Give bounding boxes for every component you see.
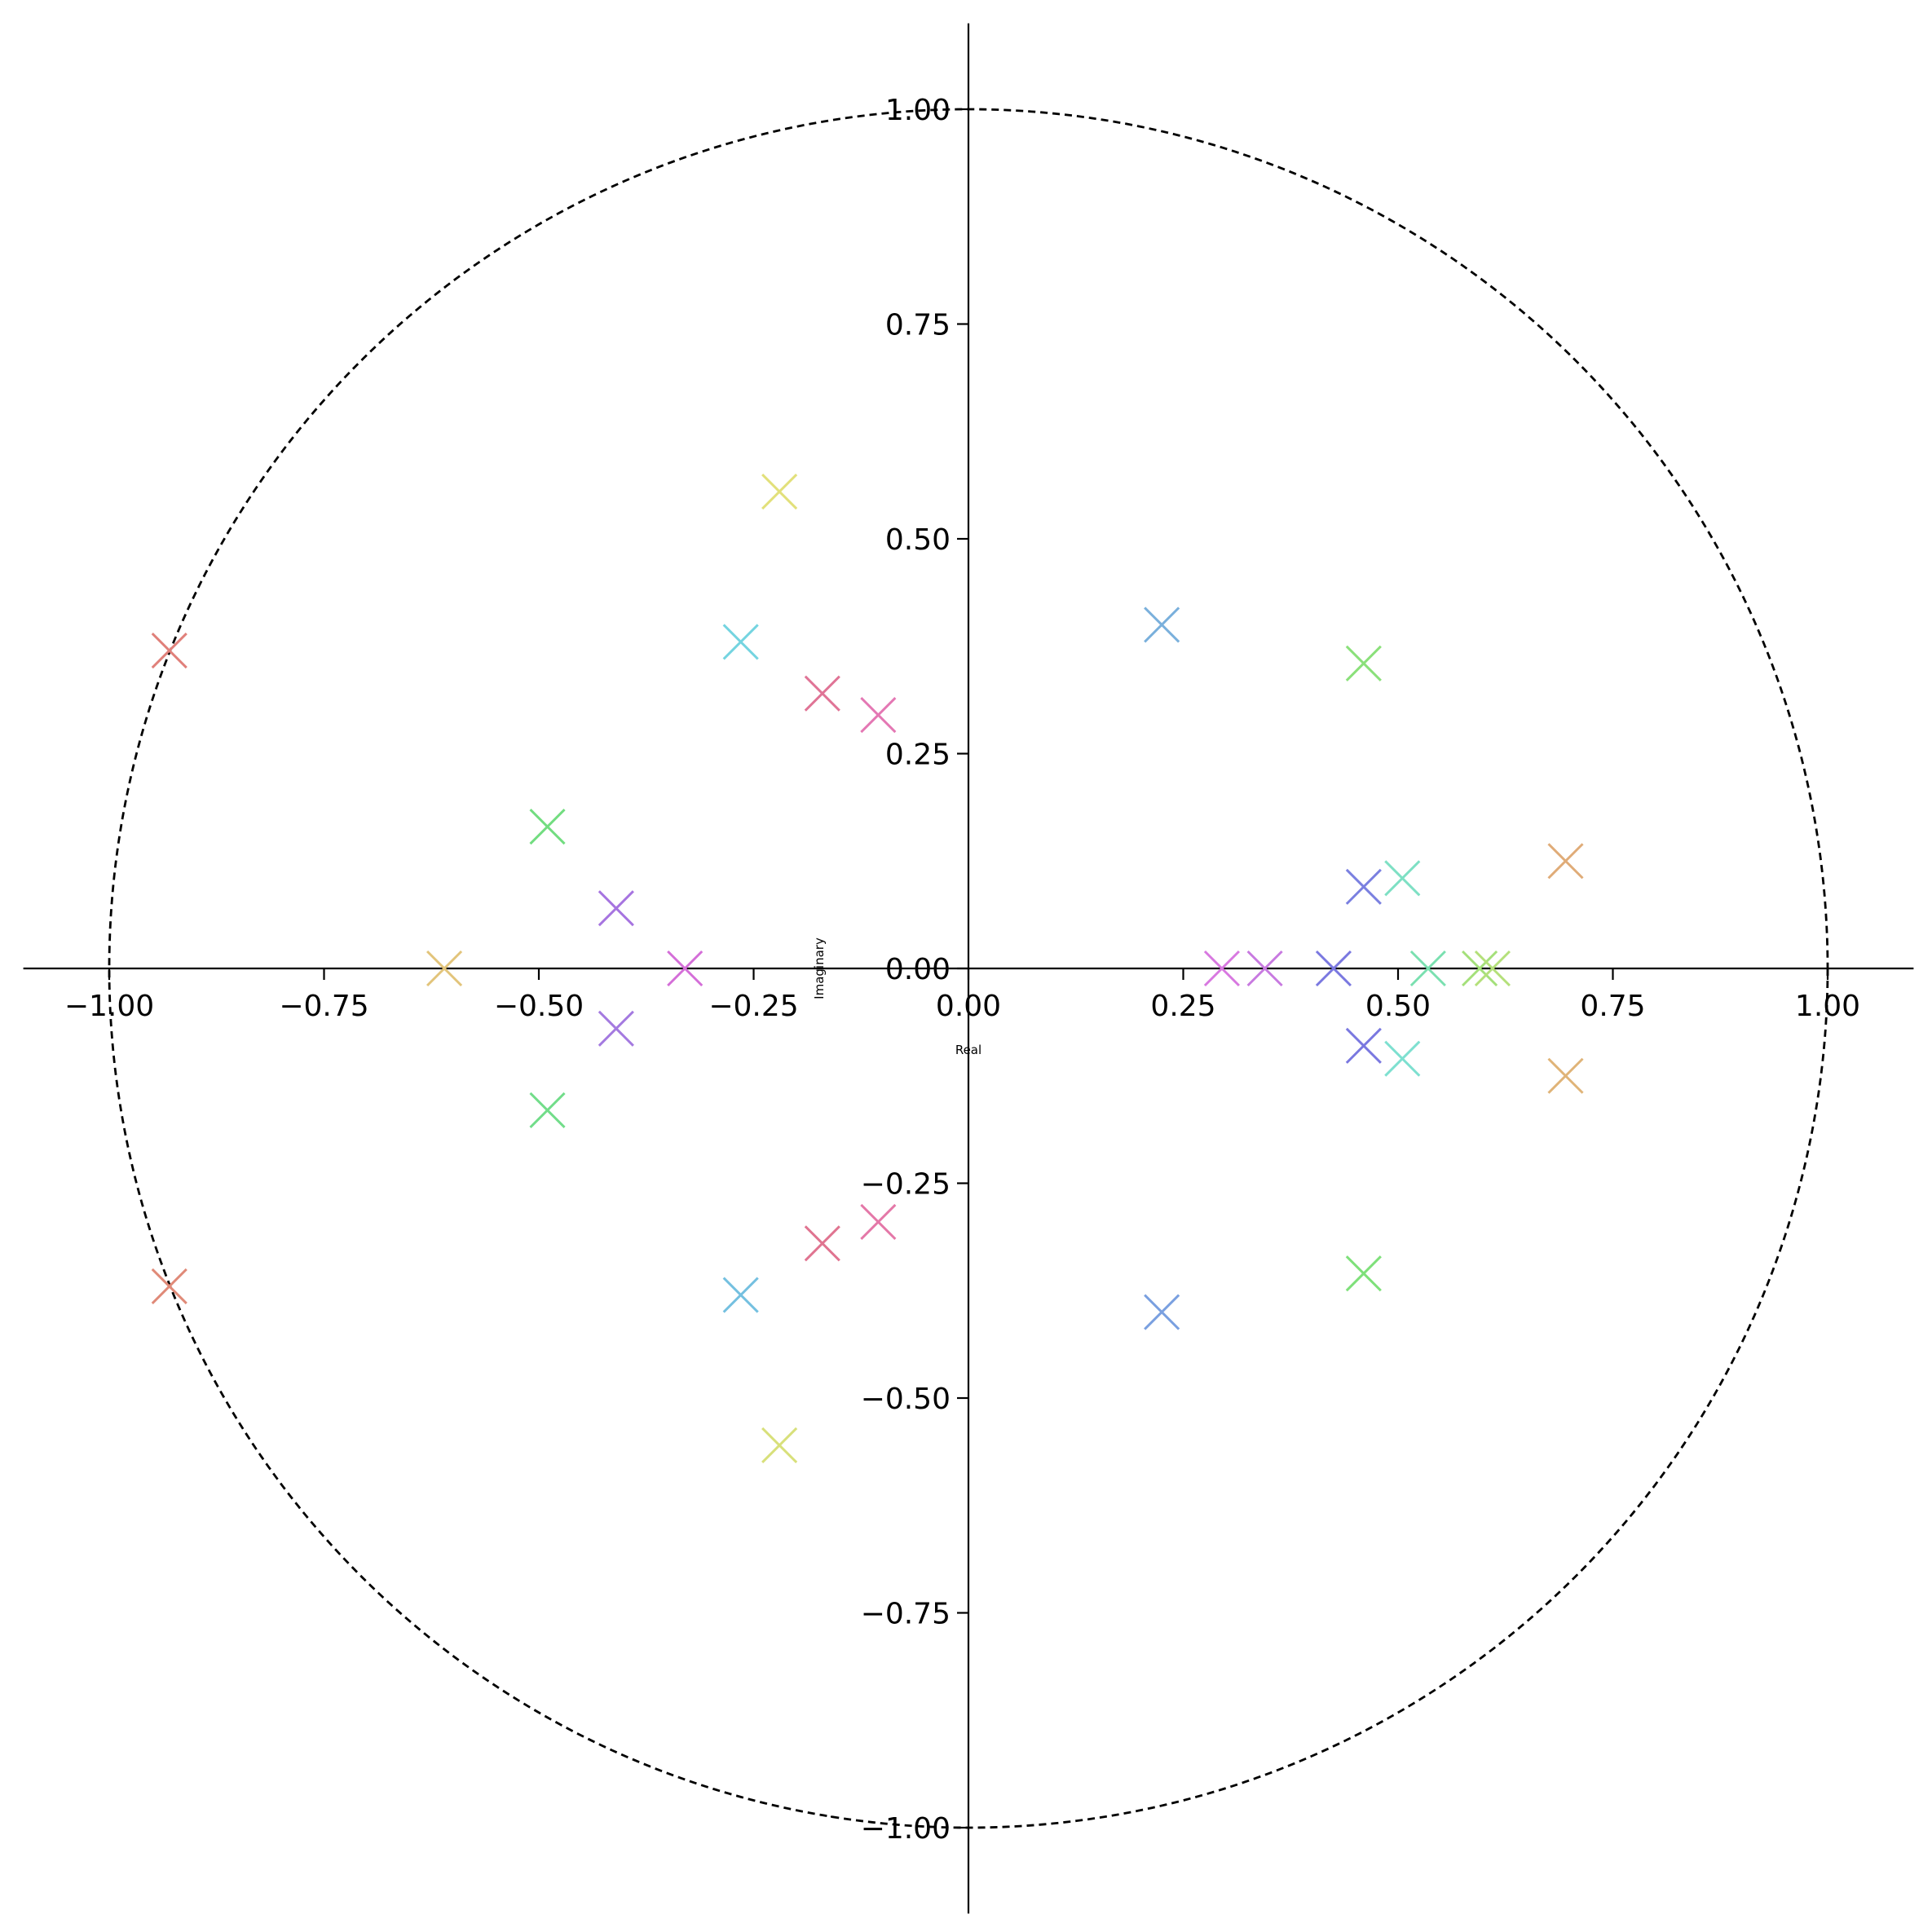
pole-marker-stroke bbox=[1384, 860, 1421, 897]
pole-marker bbox=[598, 890, 634, 927]
pole-marker bbox=[1144, 607, 1180, 643]
pole-marker-stroke bbox=[860, 1203, 897, 1240]
pole-marker-stroke bbox=[426, 950, 463, 987]
pole-marker-stroke bbox=[1144, 1294, 1180, 1330]
y-tick-label: 0.50 bbox=[885, 523, 951, 557]
pole-marker bbox=[1384, 1040, 1421, 1077]
pole-marker bbox=[1144, 1294, 1180, 1330]
pole-marker bbox=[804, 675, 840, 712]
y-tick-label: 0.75 bbox=[885, 309, 951, 342]
pole-marker-stroke bbox=[1547, 843, 1584, 880]
x-tick-label: 0.50 bbox=[1365, 990, 1431, 1023]
y-tick-label: −0.50 bbox=[861, 1383, 951, 1416]
y-tick-label: 0.25 bbox=[885, 739, 951, 772]
x-tick-label: −0.25 bbox=[708, 990, 798, 1023]
pole-marker-stroke bbox=[529, 809, 566, 845]
pole-marker bbox=[529, 809, 566, 845]
pole-marker-stroke bbox=[1474, 950, 1511, 987]
pole-marker bbox=[1345, 1027, 1382, 1064]
pole-marker bbox=[1203, 950, 1240, 987]
x-tick-label: −0.50 bbox=[494, 990, 584, 1023]
pole-marker-stroke bbox=[1315, 950, 1352, 987]
y-tick-label: −0.75 bbox=[861, 1598, 951, 1631]
pole-marker-stroke bbox=[804, 675, 840, 712]
pole-marker-stroke bbox=[1203, 950, 1240, 987]
pole-marker bbox=[804, 1225, 840, 1262]
pole-marker-stroke bbox=[1547, 1057, 1584, 1094]
pole-marker bbox=[151, 1268, 187, 1305]
pole-marker-stroke bbox=[598, 890, 634, 927]
pole-marker-stroke bbox=[722, 1277, 759, 1313]
pole-marker bbox=[1345, 645, 1382, 681]
pole-marker-stroke bbox=[761, 473, 798, 510]
pole-marker-stroke bbox=[1345, 868, 1382, 905]
pole-marker bbox=[722, 624, 759, 660]
pole-marker bbox=[1246, 950, 1283, 987]
pole-marker bbox=[1474, 950, 1511, 987]
y-tick-label: 1.00 bbox=[885, 94, 951, 127]
x-tick-label: 0.00 bbox=[936, 990, 1001, 1023]
y-axis-title: Imaginary bbox=[812, 937, 827, 999]
pole-marker bbox=[860, 697, 897, 734]
pole-marker bbox=[529, 1092, 566, 1128]
y-ticks: −1.00 −0.75 −0.50 −0.25 0.00 0.25 0.50 0.75 1.00 bbox=[861, 94, 968, 1846]
pole-marker-stroke bbox=[860, 697, 897, 734]
x-tick-label: −0.75 bbox=[279, 990, 368, 1023]
x-axis-title: Real bbox=[955, 1043, 981, 1057]
y-tick-label: 0.00 bbox=[885, 953, 951, 986]
pole-marker bbox=[860, 1203, 897, 1240]
pole-marker bbox=[426, 950, 463, 987]
pole-marker bbox=[1547, 843, 1584, 880]
pole-marker bbox=[1384, 860, 1421, 897]
pole-marker-stroke bbox=[1384, 1040, 1421, 1077]
pole-marker-stroke bbox=[1462, 950, 1498, 987]
pole-marker-stroke bbox=[667, 950, 704, 987]
pole-marker bbox=[1547, 1057, 1584, 1094]
pole-marker bbox=[1409, 950, 1446, 987]
x-tick-label: 0.75 bbox=[1580, 990, 1645, 1023]
pole-marker bbox=[667, 950, 704, 987]
x-tick-label: −1.00 bbox=[64, 990, 154, 1023]
pole-marker bbox=[1345, 868, 1382, 905]
pole-marker bbox=[1315, 950, 1352, 987]
pole-marker-stroke bbox=[1345, 645, 1382, 681]
pole-marker-stroke bbox=[529, 1092, 566, 1128]
pole-marker-stroke bbox=[1246, 950, 1283, 987]
x-tick-label: 0.25 bbox=[1150, 990, 1215, 1023]
pole-markers bbox=[151, 473, 1584, 1464]
x-ticks: −1.00 −0.75 −0.50 −0.25 0.00 0.25 0.50 0.75 1.00 bbox=[64, 968, 1860, 1023]
pole-marker-stroke bbox=[761, 1427, 798, 1464]
y-tick-label: −0.25 bbox=[861, 1168, 951, 1202]
pole-marker-stroke bbox=[151, 1268, 187, 1305]
pole-marker bbox=[722, 1277, 759, 1313]
pole-marker bbox=[1345, 1255, 1382, 1292]
pole-marker-stroke bbox=[1345, 1027, 1382, 1064]
pole-marker bbox=[761, 1427, 798, 1464]
pole-marker-stroke bbox=[598, 1010, 634, 1047]
pole-marker-stroke bbox=[804, 1225, 840, 1262]
pole-marker bbox=[761, 473, 798, 510]
pole-marker-stroke bbox=[722, 624, 759, 660]
pole-marker bbox=[598, 1010, 634, 1047]
pole-marker-stroke bbox=[151, 632, 187, 669]
pole-marker-stroke bbox=[1409, 950, 1446, 987]
pole-marker-stroke bbox=[1345, 1255, 1382, 1292]
pole-marker-stroke bbox=[1144, 607, 1180, 643]
x-tick-label: 1.00 bbox=[1795, 990, 1860, 1023]
y-tick-label: −1.00 bbox=[861, 1812, 951, 1846]
pole-marker bbox=[1462, 950, 1498, 987]
pole-marker bbox=[151, 632, 187, 669]
